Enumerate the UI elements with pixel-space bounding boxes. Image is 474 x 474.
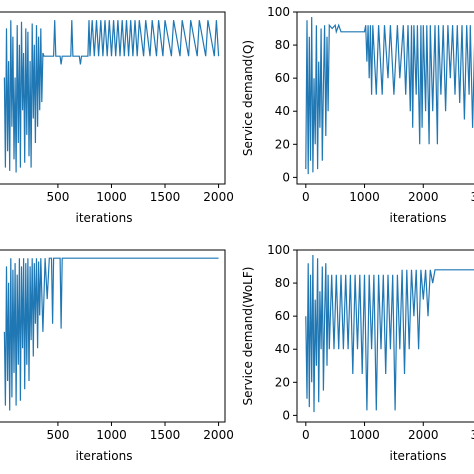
plot-frame — [296, 249, 474, 423]
y-tick-label: 0 — [282, 408, 290, 422]
plot-frame — [0, 11, 226, 185]
y-tick-label: 0 — [282, 170, 290, 184]
y-tick-label: 40 — [275, 104, 290, 118]
x-axis-label: iterations — [390, 449, 447, 463]
x-tick-label: 1000 — [96, 428, 127, 442]
chart-panel-top-left: 500 1000 1500 2000 iterations — [0, 11, 234, 225]
x-tick-label: 2000 — [408, 190, 439, 204]
y-axis-label: Service demand(Q) — [241, 40, 255, 156]
x-tick-label: 1000 — [349, 428, 380, 442]
x-tick-label: 1000 — [96, 190, 127, 204]
series-line — [3, 257, 219, 411]
x-tick-label: 2000 — [203, 190, 234, 204]
x-tick-label: 2000 — [203, 428, 234, 442]
y-tick-label: 20 — [275, 137, 290, 151]
y-tick-label: 40 — [275, 342, 290, 356]
y-tick-label: 20 — [275, 375, 290, 389]
y-tick-label: 100 — [267, 243, 290, 257]
plot-frame — [296, 11, 474, 185]
chart-panel-bottom-right: 010002000300020406080100iterationsServic… — [241, 243, 474, 463]
y-tick-label: 60 — [275, 71, 290, 85]
x-tick-label: 500 — [46, 428, 69, 442]
x-tick-label: 300 — [471, 190, 474, 204]
x-axis-label: iterations — [390, 211, 447, 225]
y-axis-label: Service demand(WoLF) — [241, 267, 255, 406]
x-axis-label: iterations — [76, 211, 133, 225]
x-tick-label: 0 — [302, 428, 310, 442]
y-tick-label: 80 — [275, 276, 290, 290]
x-tick-label: 1500 — [150, 190, 181, 204]
x-tick-label: 500 — [46, 190, 69, 204]
series-line — [3, 20, 220, 173]
x-tick-label: 1000 — [349, 190, 380, 204]
y-tick-label: 60 — [275, 309, 290, 323]
x-tick-label: 1500 — [150, 428, 181, 442]
chart-panel-bottom-left: 500 1000 1500 2000 iterations — [0, 249, 234, 463]
series-line — [305, 16, 474, 175]
x-tick-label: 2000 — [408, 428, 439, 442]
x-tick-label: 300 — [471, 428, 474, 442]
y-tick-label: 100 — [267, 5, 290, 19]
chart-panels: 500100015002000iterations010002000300020… — [0, 5, 474, 463]
chart-panel-top-right: 010002000300020406080100iterationsServic… — [241, 5, 474, 225]
plot-frame — [0, 249, 226, 423]
x-axis-label: iterations — [76, 449, 133, 463]
series-line — [305, 254, 474, 413]
x-tick-label: 0 — [302, 190, 310, 204]
y-tick-label: 80 — [275, 38, 290, 52]
